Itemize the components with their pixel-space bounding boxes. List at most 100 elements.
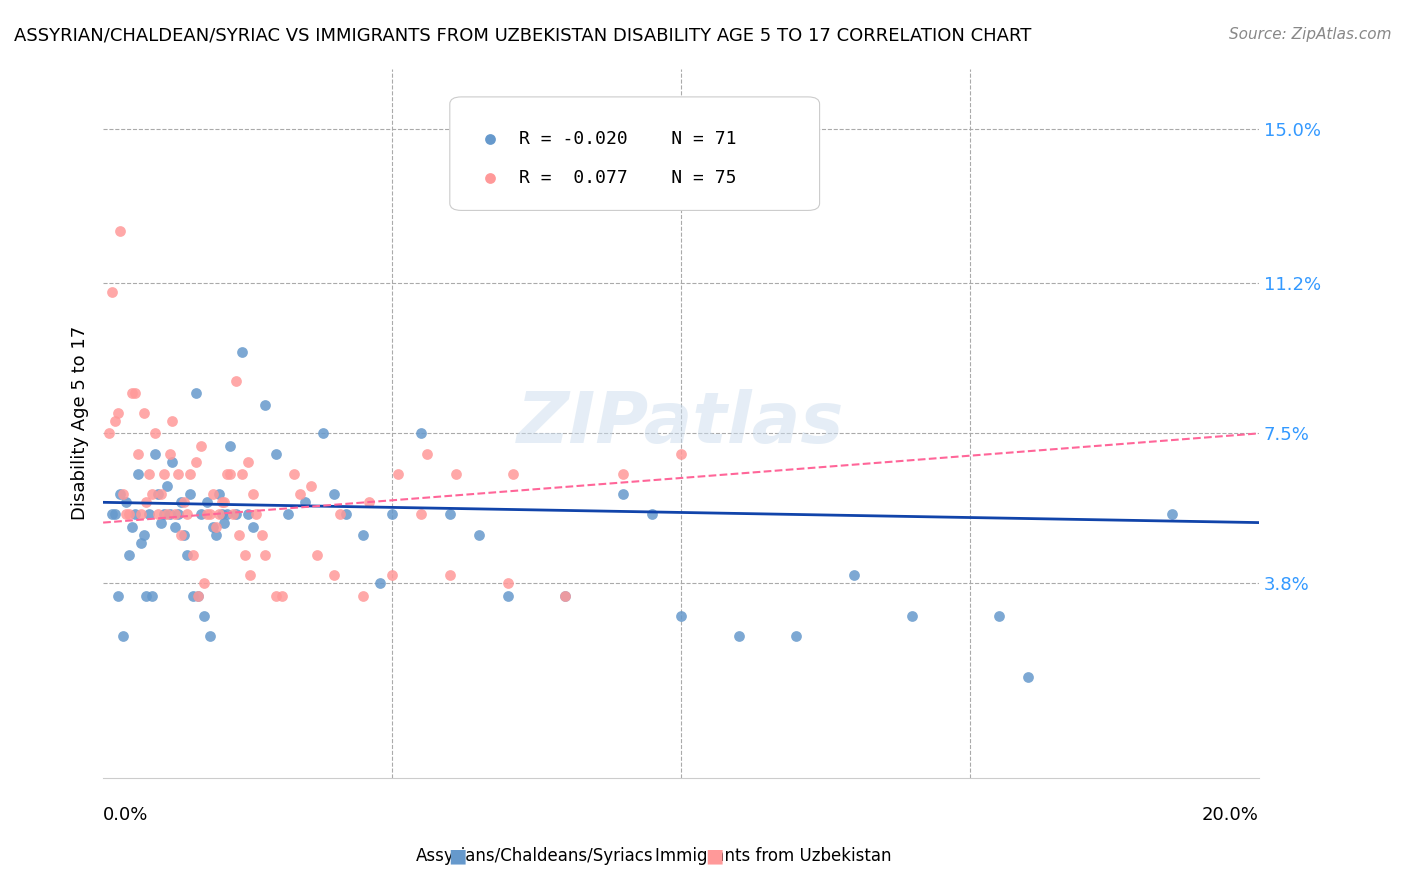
Point bbox=[193, 608, 215, 623]
Point bbox=[266, 589, 288, 603]
Point bbox=[208, 508, 231, 522]
Point bbox=[502, 467, 524, 481]
Point bbox=[253, 548, 276, 562]
Point bbox=[184, 385, 207, 400]
Point bbox=[127, 467, 149, 481]
Point bbox=[162, 414, 184, 428]
Point bbox=[669, 447, 692, 461]
Point bbox=[162, 455, 184, 469]
Point bbox=[844, 568, 866, 582]
Point bbox=[152, 467, 174, 481]
Point bbox=[253, 398, 276, 412]
Point bbox=[121, 385, 143, 400]
Point bbox=[323, 568, 346, 582]
Point bbox=[132, 527, 155, 541]
Point bbox=[236, 508, 259, 522]
Point bbox=[1161, 508, 1184, 522]
Point bbox=[987, 608, 1010, 623]
Point bbox=[167, 508, 190, 522]
Point bbox=[195, 495, 218, 509]
Point bbox=[233, 548, 256, 562]
Point bbox=[250, 527, 273, 541]
Point bbox=[785, 629, 807, 643]
Point bbox=[138, 508, 160, 522]
Point bbox=[727, 629, 749, 643]
Point bbox=[669, 608, 692, 623]
Point bbox=[370, 576, 392, 591]
Point bbox=[167, 467, 190, 481]
Point bbox=[195, 508, 218, 522]
Point bbox=[165, 508, 187, 522]
Point bbox=[146, 508, 169, 522]
Point bbox=[1017, 670, 1039, 684]
Point bbox=[176, 548, 198, 562]
Point bbox=[170, 495, 193, 509]
Point bbox=[146, 487, 169, 501]
Point bbox=[187, 589, 209, 603]
Point bbox=[222, 508, 245, 522]
Point bbox=[409, 508, 432, 522]
Point bbox=[352, 589, 374, 603]
Point bbox=[170, 527, 193, 541]
Point bbox=[152, 508, 174, 522]
Point bbox=[217, 467, 239, 481]
Point bbox=[149, 516, 172, 530]
Point bbox=[121, 519, 143, 533]
Point bbox=[179, 487, 201, 501]
Point bbox=[214, 516, 236, 530]
Point bbox=[612, 487, 634, 501]
Point bbox=[127, 447, 149, 461]
Point bbox=[236, 455, 259, 469]
Point bbox=[107, 406, 129, 420]
Point bbox=[467, 527, 489, 541]
Point bbox=[211, 495, 233, 509]
Point bbox=[219, 467, 242, 481]
Point bbox=[352, 527, 374, 541]
Point bbox=[381, 568, 404, 582]
Point bbox=[266, 447, 288, 461]
Point bbox=[138, 467, 160, 481]
Point bbox=[143, 426, 166, 441]
Point bbox=[104, 414, 127, 428]
Point bbox=[271, 589, 294, 603]
Point bbox=[294, 495, 316, 509]
Y-axis label: Disability Age 5 to 17: Disability Age 5 to 17 bbox=[72, 326, 89, 520]
Point bbox=[165, 519, 187, 533]
Point bbox=[129, 536, 152, 550]
Point bbox=[204, 519, 226, 533]
Point bbox=[204, 527, 226, 541]
Text: R =  0.077    N = 75: R = 0.077 N = 75 bbox=[519, 169, 737, 187]
Point bbox=[409, 426, 432, 441]
Point bbox=[554, 589, 576, 603]
Point bbox=[312, 426, 335, 441]
Text: ■: ■ bbox=[447, 847, 467, 866]
Point bbox=[283, 467, 305, 481]
Text: ASSYRIAN/CHALDEAN/SYRIAC VS IMMIGRANTS FROM UZBEKISTAN DISABILITY AGE 5 TO 17 CO: ASSYRIAN/CHALDEAN/SYRIAC VS IMMIGRANTS F… bbox=[14, 27, 1032, 45]
Point bbox=[444, 467, 467, 481]
Point bbox=[101, 508, 124, 522]
Point bbox=[305, 548, 328, 562]
Point bbox=[181, 589, 204, 603]
Point bbox=[335, 508, 357, 522]
Point bbox=[208, 487, 231, 501]
Point bbox=[110, 487, 132, 501]
Point bbox=[129, 508, 152, 522]
Point bbox=[357, 495, 380, 509]
Point bbox=[323, 487, 346, 501]
Point bbox=[110, 224, 132, 238]
Text: Immigrants from Uzbekistan: Immigrants from Uzbekistan bbox=[655, 847, 891, 865]
Point bbox=[112, 629, 135, 643]
Text: R = -0.020    N = 71: R = -0.020 N = 71 bbox=[519, 130, 737, 148]
Point bbox=[201, 487, 224, 501]
Point bbox=[118, 508, 141, 522]
Point bbox=[101, 285, 124, 299]
Point bbox=[118, 548, 141, 562]
Point bbox=[132, 406, 155, 420]
Point bbox=[299, 479, 322, 493]
Text: ZIPatlas: ZIPatlas bbox=[517, 389, 845, 458]
Point bbox=[97, 426, 120, 441]
Point bbox=[112, 487, 135, 501]
Point bbox=[277, 508, 299, 522]
Point bbox=[187, 589, 209, 603]
Point bbox=[214, 495, 236, 509]
